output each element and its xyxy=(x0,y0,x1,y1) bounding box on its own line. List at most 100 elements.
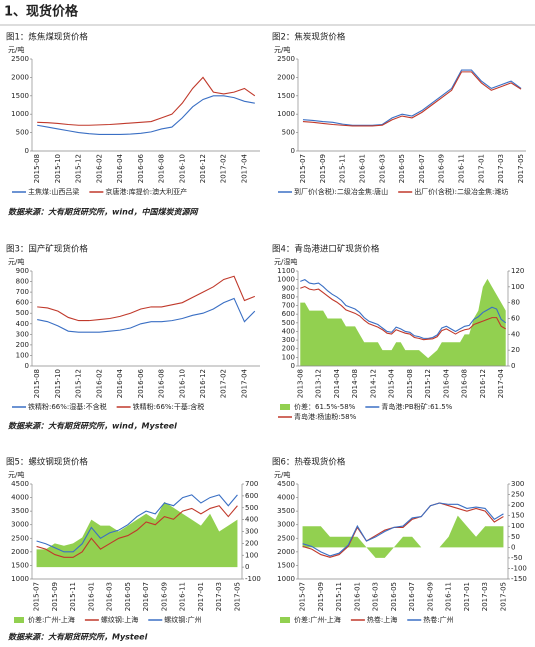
legend-label: 价差:广州-上海 xyxy=(28,615,75,624)
x-tick-label: 2016-03 xyxy=(372,582,380,611)
legend-label: 青岛港:杨迪粉:58% xyxy=(294,412,357,421)
y-tick-label: 500 xyxy=(282,129,295,137)
y-tick-label: 1500 xyxy=(11,92,29,100)
legend-label: 价差:广州-上海 xyxy=(294,615,341,624)
x-tick-label: 2015-11 xyxy=(335,582,343,611)
x-tick-label: 2017-03 xyxy=(497,154,505,183)
y2-tick-label: 300 xyxy=(511,480,524,488)
line-series xyxy=(300,279,507,339)
x-tick-label: 2015-11 xyxy=(339,154,347,183)
y-tick-label: 0 xyxy=(25,362,29,370)
x-tick-label: 2015-12 xyxy=(424,369,432,398)
y-tick-label: 2500 xyxy=(277,55,295,63)
y2-tick-label: 100 xyxy=(511,283,524,291)
y2-tick-label: 250 xyxy=(511,491,524,499)
y2-tick-label: -50 xyxy=(511,554,522,562)
x-tick-label: 2017-01 xyxy=(197,582,205,611)
x-tick-label: 2016-12 xyxy=(479,369,487,398)
y-tick-label: 200 xyxy=(282,345,295,353)
y-tick-label: 2000 xyxy=(11,73,29,81)
y-axis-unit: 元/湿吨 xyxy=(274,257,297,266)
x-tick-label: 2015-04 xyxy=(388,368,396,398)
y-tick-label: 4000 xyxy=(11,494,29,502)
x-tick-label: 2015-08 xyxy=(406,369,414,398)
line-series xyxy=(302,502,504,557)
x-tick-label: 2016-10 xyxy=(178,369,186,398)
x-tick-label: 2016-07 xyxy=(418,154,426,183)
x-tick-label: 2016-11 xyxy=(458,154,466,183)
y-tick-label: 200 xyxy=(16,341,29,349)
legend-label: 热卷:广州 xyxy=(423,615,453,624)
x-tick-label: 2016-03 xyxy=(106,582,114,611)
y-tick-label: 2500 xyxy=(11,55,29,63)
x-tick-label: 2015-09 xyxy=(319,154,327,183)
x-tick-label: 2016-06 xyxy=(137,368,145,398)
x-tick-label: 2016-09 xyxy=(426,582,434,611)
y-tick-label: 1000 xyxy=(11,575,29,583)
legend-label: 铁精粉:66%:湿基:不含税 xyxy=(28,402,107,411)
x-tick-label: 2015-07 xyxy=(299,154,307,183)
y-tick-label: 2000 xyxy=(11,548,29,556)
y2-tick-label: 20 xyxy=(511,346,520,354)
y-tick-label: 2000 xyxy=(277,548,295,556)
source-note: 数据来源：大有期货研究所，Mysteel xyxy=(8,633,148,642)
legend-label: 出厂价(含税):二级冶金焦:潍坊 xyxy=(414,187,508,196)
legend-label: 铁精粉:66%:干基:含税 xyxy=(133,402,205,411)
legend-label: 热卷:上海 xyxy=(367,615,397,624)
y-tick-label: 500 xyxy=(16,129,29,137)
y-tick-label: 500 xyxy=(16,309,29,317)
x-tick-label: 2016-08 xyxy=(158,154,166,183)
x-tick-label: 2014-12 xyxy=(369,369,377,398)
y2-tick-label: 500 xyxy=(245,504,258,512)
x-tick-label: 2016-02 xyxy=(95,369,103,398)
line-series xyxy=(36,494,238,553)
y-axis-unit: 元/吨 xyxy=(274,45,290,54)
y-tick-label: 400 xyxy=(16,320,29,328)
y-tick-label: 3500 xyxy=(277,507,295,515)
y-tick-label: 0 xyxy=(25,147,29,155)
x-tick-label: 2015-09 xyxy=(51,582,59,611)
x-tick-label: 2016-11 xyxy=(445,582,453,611)
y2-tick-label: 40 xyxy=(511,330,520,338)
y-tick-label: 1000 xyxy=(277,110,295,118)
y-tick-label: 4500 xyxy=(277,480,295,488)
x-tick-label: 2016-10 xyxy=(178,154,186,183)
y-tick-label: 800 xyxy=(282,293,295,301)
section-heading: 1、现货价格 xyxy=(4,4,79,20)
y2-tick-label: 150 xyxy=(511,512,524,520)
x-tick-label: 2017-02 xyxy=(220,154,228,183)
legend-label: 青岛港:PB粉矿:61.5% xyxy=(381,402,452,411)
legend-swatch xyxy=(280,404,290,410)
y2-tick-label: 0 xyxy=(511,362,515,370)
y-tick-label: 1000 xyxy=(277,276,295,284)
x-tick-label: 2014-08 xyxy=(351,369,359,398)
x-tick-label: 2015-07 xyxy=(299,582,307,611)
x-tick-label: 2016-05 xyxy=(390,582,398,611)
x-tick-label: 2017-04 xyxy=(240,153,248,183)
line-series xyxy=(300,285,506,341)
y-tick-label: 0 xyxy=(291,147,295,155)
x-tick-label: 2016-12 xyxy=(199,154,207,183)
y-tick-label: 4500 xyxy=(11,480,29,488)
y-tick-label: 4000 xyxy=(277,494,295,502)
x-tick-label: 2015-12 xyxy=(75,369,83,398)
y-tick-label: 1500 xyxy=(277,92,295,100)
x-tick-label: 2013-08 xyxy=(296,369,304,398)
x-tick-label: 2016-01 xyxy=(353,582,361,611)
x-tick-label: 2016-01 xyxy=(87,582,95,611)
x-tick-label: 2016-07 xyxy=(142,582,150,611)
x-tick-label: 2016-12 xyxy=(199,369,207,398)
y-tick-label: 500 xyxy=(282,319,295,327)
y-tick-label: 600 xyxy=(16,299,29,307)
x-tick-label: 2016-06 xyxy=(137,153,145,183)
chart-title: 图2：焦炭现货价格 xyxy=(272,32,346,43)
y-tick-label: 400 xyxy=(282,327,295,335)
y2-tick-label: -100 xyxy=(245,575,261,583)
y2-tick-label: 200 xyxy=(511,501,524,509)
x-tick-label: 2015-10 xyxy=(54,369,62,398)
x-tick-label: 2015-12 xyxy=(75,154,83,183)
legend-label: 到厂价(含税):二级冶金焦:唐山 xyxy=(294,187,388,196)
x-tick-label: 2013-12 xyxy=(315,369,323,398)
y-tick-label: 700 xyxy=(16,288,29,296)
y-tick-label: 2500 xyxy=(277,534,295,542)
